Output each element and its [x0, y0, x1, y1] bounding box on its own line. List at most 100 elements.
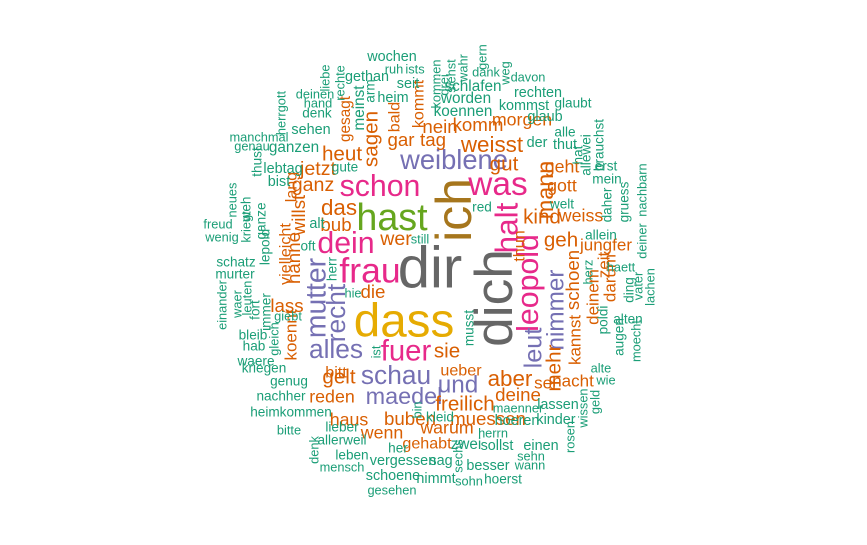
word-rechte: rechte — [332, 65, 347, 101]
word-mutter: mutter — [299, 258, 331, 338]
word-zwei: zwei — [451, 436, 482, 453]
word-kommst: kommst — [499, 98, 549, 114]
word-worden: worden — [440, 90, 491, 107]
word-sei: sei — [534, 373, 556, 392]
word-gern: gern — [474, 44, 489, 70]
word-liebe: liebe — [317, 64, 332, 91]
word-alles: alles — [309, 334, 363, 364]
word-herz: herz — [580, 260, 595, 285]
word-wie: wie — [595, 372, 615, 387]
word-lang: lang — [282, 172, 300, 202]
word-sollst: sollst — [481, 438, 514, 454]
word-wann: wann — [514, 457, 546, 472]
word-lebtag: lebtag — [263, 161, 302, 177]
word-lassen: lassen — [537, 397, 579, 413]
word-wahr: wahr — [455, 53, 470, 82]
word-gott: gott — [547, 176, 577, 196]
word-gehabt: gehabt — [402, 434, 452, 452]
word-kinder: kinder — [536, 412, 575, 428]
word-deinen: deinen — [296, 86, 334, 101]
word-reden: reden — [309, 387, 354, 407]
word-weiblene: weiblene — [399, 144, 508, 175]
word-vielleicht: vielleicht — [276, 223, 294, 285]
word-oft: oft — [300, 239, 315, 254]
word-lachen: lachen — [642, 268, 657, 306]
word-ruh: ruh — [385, 61, 404, 76]
word-ganze: ganze — [254, 202, 269, 239]
word-sag: sag — [429, 453, 452, 469]
word-haus: haus — [330, 410, 369, 430]
word-ding: ding — [622, 277, 637, 303]
word-hoerst: hoerst — [484, 472, 522, 487]
word-leben: leben — [335, 448, 368, 463]
word-hoeren: hoeren — [495, 413, 540, 429]
word-freud: freud — [203, 216, 232, 231]
word-ists: ists — [405, 61, 424, 76]
word-genug: genug — [270, 374, 308, 389]
word-kommt: kommt — [409, 79, 427, 128]
word-bald: bald — [385, 102, 403, 132]
word-darum: darum — [600, 254, 619, 302]
word-muessen: muessen — [450, 408, 526, 429]
word-erst: erst — [595, 159, 618, 174]
word-hie: hie — [344, 285, 361, 300]
word-glaub: glaub — [527, 109, 562, 125]
word-hat: hat — [571, 145, 586, 164]
word-nacht: nacht — [552, 371, 594, 390]
word-wenn: wenn — [360, 423, 404, 443]
word-bin: bin — [409, 401, 424, 418]
word-geld: geld — [587, 390, 602, 414]
word-mehr: mehr — [542, 344, 565, 391]
word-alt: alt — [309, 216, 324, 232]
word-nimmt: nimmt — [416, 471, 455, 487]
word-weisst: weisst — [460, 132, 524, 157]
word-einander: einander — [214, 279, 229, 330]
word-alte: alte — [591, 360, 612, 375]
word-waere: waere — [236, 354, 274, 369]
word-manchmal: manchmal — [229, 129, 288, 144]
word-kind: kind — [523, 205, 561, 228]
word-poldi: poldi — [596, 306, 611, 335]
word-alle: alle — [554, 125, 575, 140]
word-wer: wer — [379, 228, 412, 250]
word-willst: willst — [288, 194, 309, 236]
word-schlafen: schlafen — [445, 78, 502, 95]
word-frau: frau — [339, 250, 400, 290]
word-daher: daher — [600, 187, 615, 222]
word-wochen: wochen — [366, 49, 417, 65]
word-gleich: gleich — [266, 322, 281, 355]
word-her: her — [388, 441, 408, 456]
word-gut: gut — [490, 152, 519, 175]
word-ueber: ueber — [440, 361, 482, 379]
word-herr: herr — [325, 256, 340, 281]
word-gruess: gruess — [617, 181, 632, 222]
word-denk: denk — [306, 436, 321, 464]
word-maenner: maenner — [493, 400, 544, 415]
word-allewei: allewei — [579, 134, 594, 176]
word-allein: allein — [585, 228, 617, 243]
word-wenig: wenig — [204, 229, 238, 244]
word-sie: sie — [434, 339, 460, 362]
word-jungfer: jungfer — [579, 235, 632, 254]
word-geht: geht — [545, 157, 580, 177]
word-schoen: schoen — [562, 250, 583, 310]
word-aber: aber — [488, 366, 533, 391]
word-gelt: gelt — [322, 365, 355, 388]
word-ganz: ganz — [292, 174, 335, 196]
word-dir: dir — [398, 235, 462, 300]
word-geh: geh — [544, 228, 578, 251]
word-siehst: siehst — [443, 59, 458, 93]
word-leut: leut — [520, 328, 548, 369]
word-mann: mann — [532, 161, 558, 220]
word-gesagt: gesagt — [337, 95, 354, 142]
word-thust: thust — [250, 147, 265, 177]
word-hast: hast — [356, 196, 428, 238]
word-warum: warum — [419, 418, 473, 438]
word-brauchst: brauchst — [592, 119, 607, 171]
word-schon: schon — [340, 170, 421, 203]
word-nachher: nachher — [256, 389, 306, 404]
word-moecht: moecht — [628, 320, 643, 362]
word-seit: seit — [397, 76, 419, 92]
word-einen: einen — [523, 438, 558, 454]
